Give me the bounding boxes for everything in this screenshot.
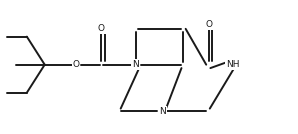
Text: N: N: [132, 60, 139, 69]
Text: NH: NH: [226, 60, 239, 69]
Text: O: O: [72, 60, 80, 69]
Text: O: O: [98, 24, 105, 33]
Text: O: O: [205, 20, 212, 29]
Text: N: N: [159, 107, 166, 116]
